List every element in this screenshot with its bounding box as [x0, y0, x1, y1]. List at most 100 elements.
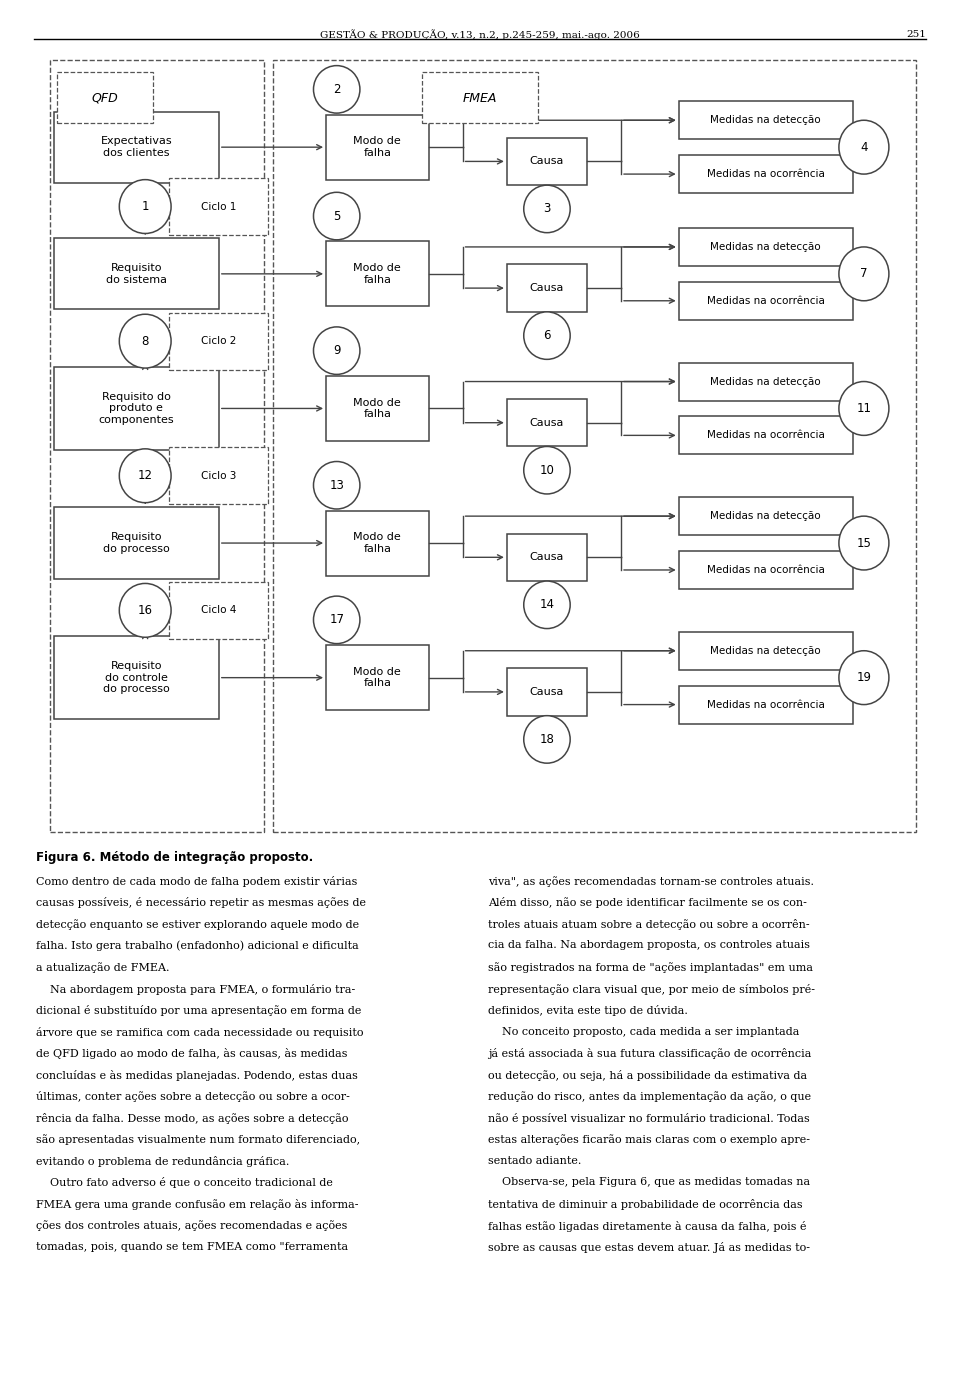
- Text: são apresentadas visualmente num formato diferenciado,: são apresentadas visualmente num formato…: [36, 1135, 360, 1146]
- Text: sentado adiante.: sentado adiante.: [488, 1155, 581, 1166]
- Text: 1: 1: [141, 200, 149, 213]
- Ellipse shape: [314, 461, 360, 509]
- Ellipse shape: [119, 584, 171, 638]
- Text: Medidas na detecção: Medidas na detecção: [710, 242, 821, 252]
- Text: tomadas, pois, quando se tem FMEA como "ferramenta: tomadas, pois, quando se tem FMEA como "…: [36, 1242, 348, 1252]
- FancyBboxPatch shape: [169, 313, 268, 369]
- FancyBboxPatch shape: [326, 241, 429, 306]
- Text: Causa: Causa: [530, 157, 564, 167]
- Ellipse shape: [314, 326, 360, 375]
- FancyBboxPatch shape: [169, 178, 268, 235]
- Text: já está associada à sua futura classificação de ocorrência: já está associada à sua futura classific…: [488, 1048, 811, 1059]
- Text: 9: 9: [333, 344, 341, 357]
- Text: 19: 19: [856, 671, 872, 684]
- Text: causas possíveis, é necessário repetir as mesmas ações de: causas possíveis, é necessário repetir a…: [36, 898, 366, 909]
- FancyBboxPatch shape: [326, 511, 429, 576]
- Text: 7: 7: [860, 267, 868, 281]
- FancyBboxPatch shape: [326, 376, 429, 441]
- Text: QFD: QFD: [91, 92, 118, 105]
- Text: Requisito do
produto e
componentes: Requisito do produto e componentes: [99, 392, 174, 425]
- FancyBboxPatch shape: [57, 72, 154, 124]
- Text: cia da falha. Na abordagem proposta, os controles atuais: cia da falha. Na abordagem proposta, os …: [488, 940, 809, 950]
- FancyBboxPatch shape: [54, 507, 219, 578]
- Text: 13: 13: [329, 479, 344, 492]
- FancyBboxPatch shape: [54, 238, 219, 310]
- FancyBboxPatch shape: [507, 533, 588, 581]
- Text: Expectativas
dos clientes: Expectativas dos clientes: [101, 136, 172, 158]
- Text: dicional é substituído por uma apresentação em forma de: dicional é substituído por uma apresenta…: [36, 1005, 361, 1016]
- Text: Causa: Causa: [530, 552, 564, 562]
- Text: Medidas na ocorrência: Medidas na ocorrência: [707, 296, 825, 306]
- Text: 18: 18: [540, 733, 554, 746]
- Text: Modo de
falha: Modo de falha: [353, 533, 401, 554]
- FancyBboxPatch shape: [326, 646, 429, 711]
- FancyBboxPatch shape: [679, 229, 852, 266]
- Text: GESTÃO & PRODUÇÃO, v.13, n.2, p.245-259, mai.-ago. 2006: GESTÃO & PRODUÇÃO, v.13, n.2, p.245-259,…: [320, 29, 640, 40]
- Ellipse shape: [314, 596, 360, 643]
- Text: 11: 11: [856, 402, 872, 414]
- FancyBboxPatch shape: [679, 102, 852, 139]
- Text: 3: 3: [543, 202, 551, 215]
- Ellipse shape: [524, 581, 570, 628]
- Text: sobre as causas que estas devem atuar. Já as medidas to-: sobre as causas que estas devem atuar. J…: [488, 1242, 809, 1253]
- Text: Na abordagem proposta para FMEA, o formulário tra-: Na abordagem proposta para FMEA, o formu…: [36, 983, 355, 994]
- Ellipse shape: [524, 716, 570, 763]
- FancyBboxPatch shape: [679, 282, 852, 319]
- Text: Modo de
falha: Modo de falha: [353, 666, 401, 688]
- Text: 6: 6: [543, 329, 551, 341]
- Text: Modo de
falha: Modo de falha: [353, 263, 401, 285]
- FancyBboxPatch shape: [679, 156, 852, 193]
- Text: Modo de
falha: Modo de falha: [353, 398, 401, 419]
- Text: 4: 4: [860, 140, 868, 154]
- Text: Figura 6. Método de integração proposto.: Figura 6. Método de integração proposto.: [36, 851, 313, 863]
- Text: não é possível visualizar no formulário tradicional. Todas: não é possível visualizar no formulário …: [488, 1113, 809, 1124]
- Text: detecção enquanto se estiver explorando aquele modo de: detecção enquanto se estiver explorando …: [36, 918, 359, 929]
- FancyBboxPatch shape: [679, 686, 852, 723]
- Text: Causa: Causa: [530, 284, 564, 293]
- Text: estas alterações ficarão mais claras com o exemplo apre-: estas alterações ficarão mais claras com…: [488, 1135, 809, 1146]
- Text: falha. Isto gera trabalho (enfadonho) adicional e dificulta: falha. Isto gera trabalho (enfadonho) ad…: [36, 940, 358, 952]
- Text: 8: 8: [141, 335, 149, 347]
- Ellipse shape: [314, 66, 360, 113]
- FancyBboxPatch shape: [507, 399, 588, 446]
- FancyBboxPatch shape: [169, 582, 268, 639]
- Text: definidos, evita este tipo de dúvida.: definidos, evita este tipo de dúvida.: [488, 1005, 687, 1016]
- Text: Requisito
do sistema: Requisito do sistema: [106, 263, 167, 285]
- Text: falhas estão ligadas diretamente à causa da falha, pois é: falhas estão ligadas diretamente à causa…: [488, 1220, 806, 1231]
- FancyBboxPatch shape: [326, 114, 429, 179]
- Text: FMEA gera uma grande confusão em relação às informa-: FMEA gera uma grande confusão em relação…: [36, 1199, 358, 1210]
- Text: concluídas e às medidas planejadas. Podendo, estas duas: concluídas e às medidas planejadas. Pode…: [36, 1070, 357, 1081]
- Text: Ciclo 1: Ciclo 1: [201, 201, 236, 212]
- Text: 251: 251: [906, 29, 926, 39]
- Ellipse shape: [524, 311, 570, 359]
- Text: últimas, conter ações sobre a detecção ou sobre a ocor-: últimas, conter ações sobre a detecção o…: [36, 1091, 349, 1102]
- Text: Observa-se, pela Figura 6, que as medidas tomadas na: Observa-se, pela Figura 6, que as medida…: [488, 1177, 810, 1187]
- FancyBboxPatch shape: [507, 264, 588, 311]
- Text: viva", as ações recomendadas tornam-se controles atuais.: viva", as ações recomendadas tornam-se c…: [488, 876, 814, 887]
- Text: Requisito
do processo: Requisito do processo: [103, 533, 170, 554]
- Text: Medidas na ocorrência: Medidas na ocorrência: [707, 431, 825, 441]
- Text: Medidas na ocorrência: Medidas na ocorrência: [707, 700, 825, 709]
- Text: 15: 15: [856, 537, 872, 549]
- Text: 12: 12: [137, 470, 153, 482]
- Ellipse shape: [839, 120, 889, 174]
- Ellipse shape: [839, 381, 889, 435]
- Text: Ciclo 4: Ciclo 4: [201, 606, 236, 616]
- Text: Como dentro de cada modo de falha podem existir várias: Como dentro de cada modo de falha podem …: [36, 876, 357, 887]
- FancyBboxPatch shape: [422, 72, 538, 124]
- Text: Causa: Causa: [530, 687, 564, 697]
- Text: Além disso, não se pode identificar facilmente se os con-: Além disso, não se pode identificar faci…: [488, 898, 806, 909]
- Ellipse shape: [119, 449, 171, 503]
- Text: rência da falha. Desse modo, as ações sobre a detecção: rência da falha. Desse modo, as ações so…: [36, 1113, 348, 1124]
- Ellipse shape: [119, 179, 171, 234]
- Text: evitando o problema de redundância gráfica.: evitando o problema de redundância gráfi…: [36, 1155, 289, 1166]
- FancyBboxPatch shape: [54, 636, 219, 719]
- Text: Modo de
falha: Modo de falha: [353, 136, 401, 158]
- Text: árvore que se ramifica com cada necessidade ou requisito: árvore que se ramifica com cada necessid…: [36, 1027, 363, 1038]
- Text: Medidas na detecção: Medidas na detecção: [710, 116, 821, 125]
- FancyBboxPatch shape: [679, 416, 852, 454]
- Text: 17: 17: [329, 613, 345, 627]
- FancyBboxPatch shape: [169, 448, 268, 504]
- Text: Medidas na ocorrência: Medidas na ocorrência: [707, 169, 825, 179]
- Ellipse shape: [839, 651, 889, 705]
